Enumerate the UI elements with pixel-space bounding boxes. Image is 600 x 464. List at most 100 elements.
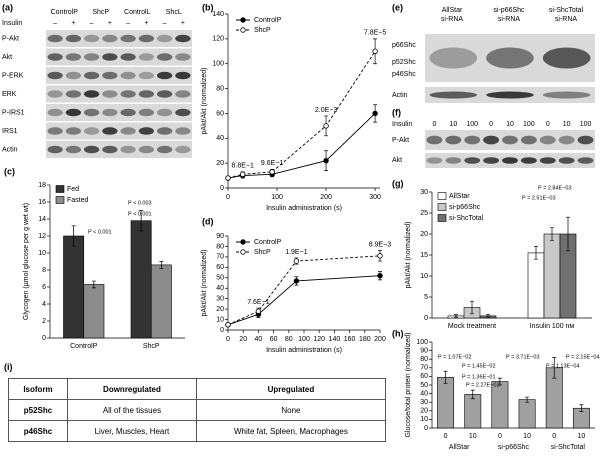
point [293,258,300,264]
bar [543,233,561,319]
blot-band [83,145,100,154]
blot-band [156,34,173,43]
y-tick-label: 100 [212,61,224,68]
blot-band [156,71,173,80]
annotation: 8.9E−3 [369,241,391,248]
treatment: 0 [489,121,493,128]
bar [518,399,536,429]
panel-label: (i) [4,362,13,372]
x-tick-label: 10 [523,433,531,440]
point [225,322,231,328]
lane-group-label: AllStar [442,7,463,14]
blot-band [138,34,155,43]
treatment: 10 [506,121,514,128]
annotation: P = 1.45E−02 [462,363,496,369]
blot-band [138,90,155,98]
blot-band [47,53,63,61]
y-tick-label: 70 [420,365,428,372]
point [372,110,378,117]
bar [527,252,545,319]
panel-label: (g) [392,178,404,188]
x-tick-label: Mock treatment [448,323,496,330]
row-label: Actin [392,92,408,99]
point [377,253,383,259]
y-tick-label: 40 [216,285,224,292]
error-bar [552,357,557,379]
blot [46,122,192,140]
blot-band [426,157,443,164]
blot [46,48,192,66]
treatment: + [144,20,148,27]
blot-band [47,145,63,154]
y-tick-label: 10 [420,273,428,280]
error-bar [71,225,76,247]
blot-band [120,71,136,80]
blot-band [120,34,136,43]
error-bar [497,377,502,386]
blot-band [464,157,481,164]
x-tick-label: Insulin 100 nм [530,323,575,330]
point [323,123,329,129]
blot-band [539,135,556,145]
y-tick-label: 0 [424,315,428,322]
legend-swatch [437,192,447,200]
point [225,175,231,181]
blot-band [102,34,118,43]
legend-marker [240,249,246,255]
bar [150,264,172,339]
treatment: – [126,20,130,27]
x-tick-label: ShcP [143,343,160,350]
legend-label: ControlP [254,17,282,24]
row-label: p52Shc [392,59,416,66]
y-tick-label: 140 [212,11,224,18]
y-tick-label: 40 [216,135,224,142]
y-tick-label: 20 [216,160,224,167]
y-tick-label: 14 [38,216,46,223]
treatment: 0 [546,121,550,128]
blot-band [426,135,443,145]
error-bar [454,314,458,318]
lane-group-label: ShcL [166,9,182,16]
y-tick-label: 10 [216,316,224,323]
cell: Liver, Muscles, Heart [67,420,197,442]
blot-band [102,145,118,154]
blot-band [47,34,63,43]
y-tick-label: 18 [38,182,46,189]
line [227,275,381,326]
blot [46,141,192,158]
blot-band [47,71,63,80]
lane-group-label: ControlL [124,9,151,16]
y-tick-label: 70 [216,254,224,261]
annotation: P = 3.71E−03 [506,354,540,360]
y-tick-label: 0 [220,327,224,334]
bar [464,394,482,429]
x-tick-label: 10 [578,433,586,440]
bar [83,284,105,339]
x-tick-label: 0 [498,433,502,440]
group-label: AllStar [449,444,470,451]
y-tick-label: 20 [216,306,224,313]
annotation: 2.0E−3 [315,107,337,114]
x-tick-label: 120 [313,336,325,343]
blot-band [542,91,591,99]
error-bar [534,246,538,260]
blot-band [156,90,173,98]
blot-band [65,34,82,43]
point [377,272,383,279]
cell: White fat, Spleen, Macrophages [195,420,387,442]
y-tick-label: 0 [424,425,428,432]
treatment: 10 [563,121,571,128]
blot-band [83,108,100,117]
row-label: p46Shc [392,71,416,78]
table-row: p46Shc Liver, Muscles, Heart White fat, … [7,420,387,442]
annotation: 7.8E−5 [364,30,386,37]
y-tick-label: 90 [420,347,428,354]
legend-label: AllStar [449,193,470,200]
blot-band [83,90,100,98]
blot-band [175,145,191,154]
legend-label: si-ShcTotal [449,215,484,222]
treatment: – [53,20,57,27]
lane-group-label: ShcP [92,9,109,16]
line [227,51,376,179]
annotation: 1.9E−1 [285,249,307,256]
